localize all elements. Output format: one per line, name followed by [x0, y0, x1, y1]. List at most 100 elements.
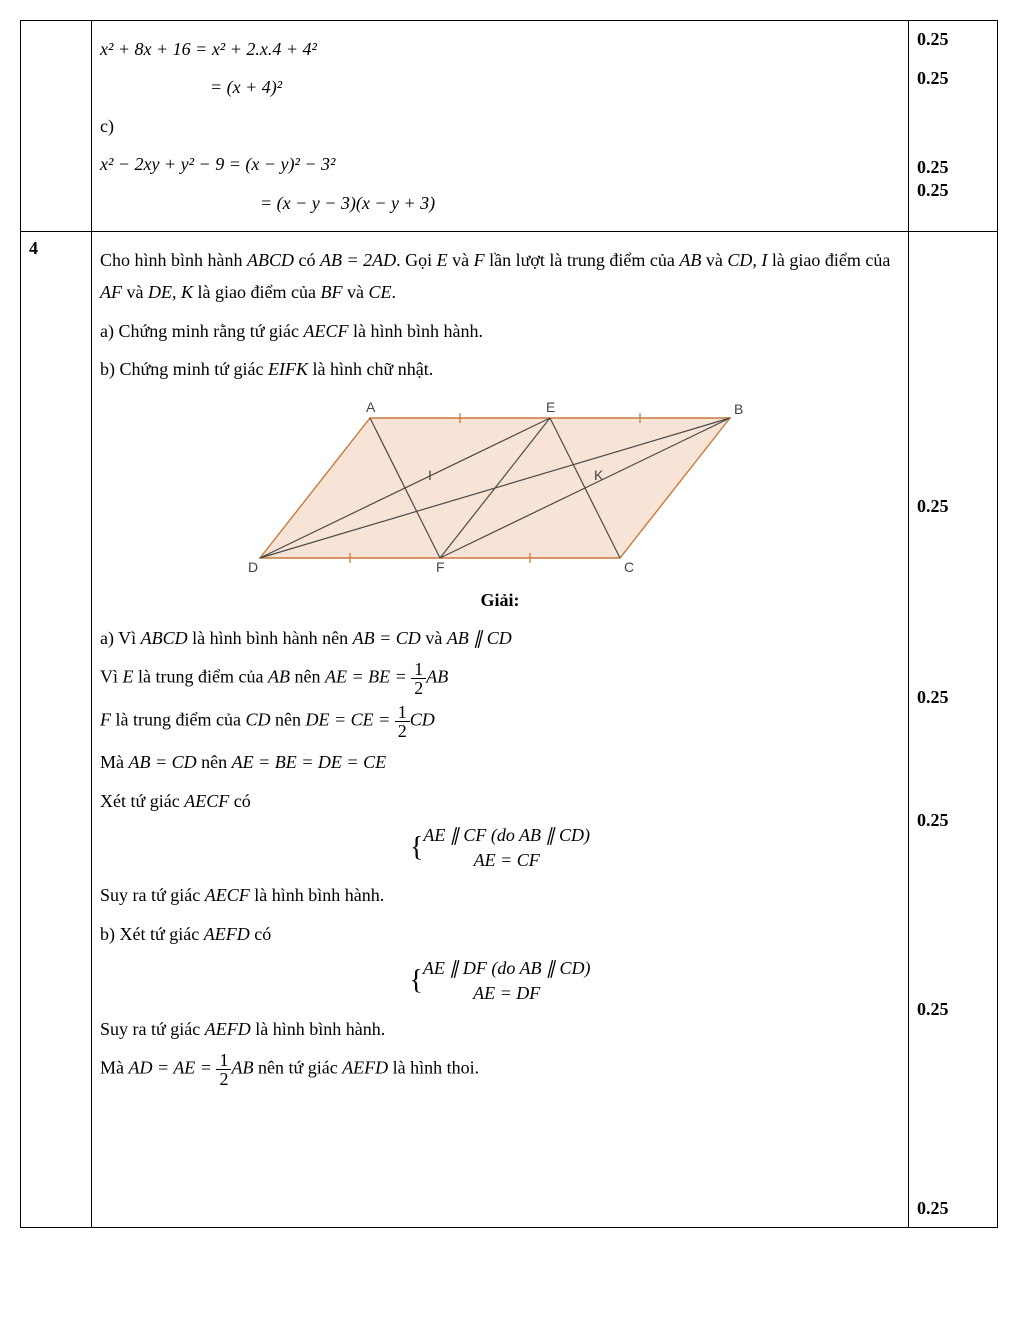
score-0-25-e: 0.25 [917, 496, 989, 517]
txt: F [100, 710, 111, 730]
frac-num: 1 [411, 660, 426, 679]
cell-q-num-blank [21, 21, 92, 232]
sys2a: AE ∥ DF (do AB ∥ CD) [423, 958, 591, 978]
cell-content-1: x² + 8x + 16 = x² + 2.x.4 + 4² = (x + 4)… [92, 21, 909, 232]
txt: Cho hình bình hành [100, 250, 247, 270]
txt: CD [245, 710, 270, 730]
score-0-25-d: 0.25 [917, 180, 989, 201]
sol-b-conclusion: Suy ra tứ giác AEFD là hình bình hành. [100, 1013, 900, 1045]
txt: Mà [100, 752, 129, 772]
txt: BF [320, 282, 342, 302]
svg-text:B: B [734, 401, 743, 417]
problem-statement: Cho hình bình hành ABCD có AB = 2AD. Gọi… [100, 244, 900, 309]
score-0-25-b: 0.25 [917, 68, 989, 89]
txt: AB [426, 667, 448, 687]
score-0-25-g: 0.25 [917, 810, 989, 831]
brace-icon: { [410, 832, 423, 863]
svg-text:A: A [366, 399, 376, 415]
score-0-25-h: 0.25 [917, 999, 989, 1020]
txt: F [474, 250, 485, 270]
txt: CE [368, 282, 391, 302]
txt: AD = AE = [129, 1058, 217, 1078]
txt: nên [290, 667, 325, 687]
eq1-lhs: x² + 8x + 16 = x² + 2.x.4 + 4² [100, 33, 900, 65]
sol-a-line5: Xét tứ giác AECF có [100, 785, 900, 817]
txt: DE, K [148, 282, 193, 302]
txt: là hình thoi. [388, 1058, 479, 1078]
txt: AE = BE = [325, 667, 411, 687]
sol-b-line3: Mà AD = AE = 12AB nên tứ giác AEFD là hì… [100, 1051, 900, 1088]
txt: và [448, 250, 474, 270]
txt: EIFK [268, 359, 308, 379]
eq1-rhs: = (x + 4)² [100, 71, 900, 103]
txt: và [701, 250, 727, 270]
txt: AECF [205, 885, 250, 905]
txt: AECF [303, 321, 348, 341]
txt: AB [268, 667, 290, 687]
fraction-half: 12 [216, 1051, 231, 1088]
txt: E [437, 250, 448, 270]
txt: AE = BE = DE = CE [232, 752, 386, 772]
txt: a) Vì [100, 628, 141, 648]
txt: là hình bình hành nên [188, 628, 353, 648]
eq2-l2: = (x − y − 3)(x − y + 3) [100, 187, 900, 219]
frac-num: 1 [216, 1051, 231, 1070]
sol-a-conclusion: Suy ra tứ giác AECF là hình bình hành. [100, 879, 900, 911]
system-2: {AE ∥ DF (do AB ∥ CD) AE = DF [100, 956, 900, 1006]
score-0-25-f: 0.25 [917, 687, 989, 708]
brace-icon: { [409, 965, 422, 996]
txt: có [294, 250, 320, 270]
txt: ABCD [247, 250, 294, 270]
giai-heading: Giải: [100, 584, 900, 616]
cell-q-num-4: 4 [21, 231, 92, 1227]
parallelogram-diagram: ABCDEFIK [240, 398, 760, 578]
txt: Vì [100, 667, 123, 687]
svg-text:C: C [624, 559, 634, 575]
txt: và [122, 282, 148, 302]
part-b: b) Chứng minh tứ giác EIFK là hình chữ n… [100, 353, 900, 385]
frac-den: 2 [216, 1070, 231, 1088]
txt: AEFD [205, 1019, 251, 1039]
sol-a-line2: Vì E là trung điểm của AB nên AE = BE = … [100, 660, 900, 697]
txt: AB = 2AD [320, 250, 396, 270]
part-a: a) Chứng minh rằng tứ giác AECF là hình … [100, 315, 900, 347]
txt: và [342, 282, 368, 302]
txt: là hình bình hành. [348, 321, 482, 341]
frac-den: 2 [395, 722, 410, 740]
eq2-l1: x² − 2xy + y² − 9 = (x − y)² − 3² [100, 148, 900, 180]
svg-text:F: F [436, 559, 445, 575]
cell-score-2: 0.25 0.25 0.25 0.25 0.25 [909, 231, 998, 1227]
cell-content-2: Cho hình bình hành ABCD có AB = 2AD. Gọi… [92, 231, 909, 1227]
system-1: {AE ∥ CF (do AB ∥ CD) AE = CF [100, 823, 900, 873]
txt: Suy ra tứ giác [100, 885, 205, 905]
txt: b) Xét tứ giác [100, 924, 204, 944]
sys1b: AE = CF [474, 850, 540, 870]
score-0-25-a: 0.25 [917, 29, 989, 50]
txt: là giao điểm của [193, 282, 320, 302]
cell-score-1: 0.25 0.25 0.25 0.25 [909, 21, 998, 232]
txt: AB = CD [353, 628, 421, 648]
fraction-half: 12 [411, 660, 426, 697]
txt: Mà [100, 1058, 129, 1078]
txt: nên tứ giác [253, 1058, 342, 1078]
txt: Xét tứ giác [100, 791, 184, 811]
svg-text:I: I [428, 467, 432, 483]
sys1a: AE ∥ CF (do AB ∥ CD) [423, 825, 590, 845]
txt: là giao điểm của [767, 250, 890, 270]
txt: có [229, 791, 251, 811]
txt: là hình chữ nhật. [308, 359, 433, 379]
txt: a) Chứng minh rằng tứ giác [100, 321, 303, 341]
sol-a-line4: Mà AB = CD nên AE = BE = DE = CE [100, 746, 900, 778]
sys2b: AE = DF [473, 983, 540, 1003]
sol-a-line1: a) Vì ABCD là hình bình hành nên AB = CD… [100, 622, 900, 654]
sol-b-line1: b) Xét tứ giác AEFD có [100, 918, 900, 950]
txt: AECF [184, 791, 229, 811]
txt: là hình bình hành. [250, 885, 384, 905]
txt: E [123, 667, 134, 687]
svg-text:K: K [594, 467, 604, 483]
txt: ABCD [141, 628, 188, 648]
txt: . [391, 282, 396, 302]
txt: AB [679, 250, 701, 270]
txt: AB = CD [129, 752, 197, 772]
txt: nên [197, 752, 232, 772]
